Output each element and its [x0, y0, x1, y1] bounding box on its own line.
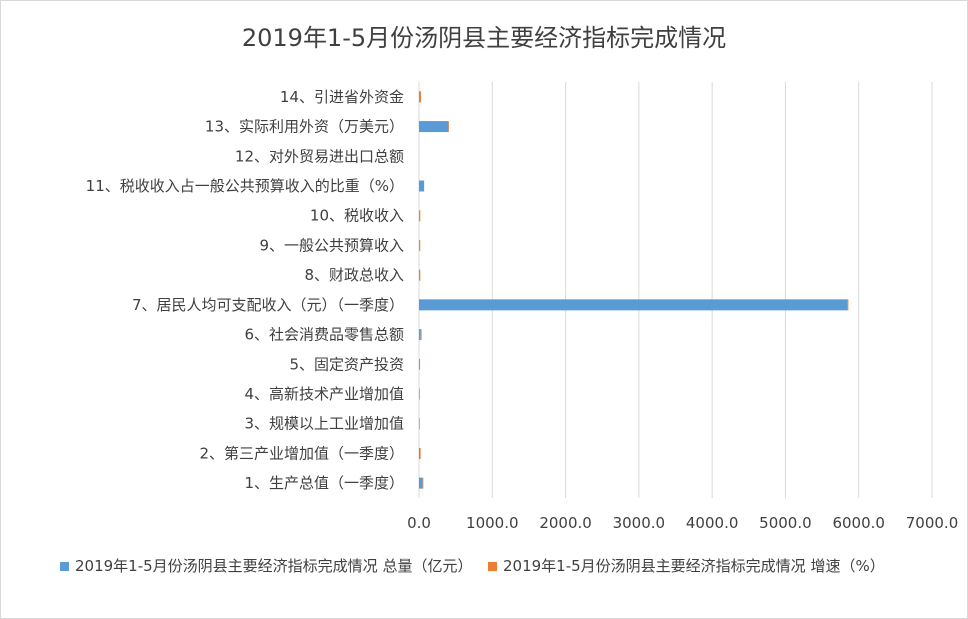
x-tick-label: 0.0: [407, 514, 431, 532]
bar-growth: [419, 358, 421, 370]
x-tick-label: 4000.0: [686, 514, 739, 532]
bar-total: [419, 447, 421, 459]
x-tick-label: 3000.0: [613, 514, 666, 532]
category-label: 4、高新技术产业增加值: [244, 385, 404, 403]
x-tick-label: 2000.0: [539, 514, 592, 532]
category-label: 8、财政总收入: [304, 266, 404, 284]
bar-growth: [420, 329, 422, 341]
category-label: 13、实际利用外资（万美元）: [205, 118, 404, 136]
chart-title: 2019年1-5月份汤阴县主要经济指标完成情况: [241, 24, 727, 52]
bar-growth: [448, 121, 449, 133]
legend-label-total: 2019年1-5月份汤阴县主要经济指标完成情况 总量（亿元）: [75, 557, 473, 575]
bar-total: [419, 299, 848, 311]
bar-total: [419, 329, 421, 341]
bar-total: [419, 180, 425, 192]
legend-item-total: 2019年1-5月份汤阴县主要经济指标完成情况 总量（亿元）: [60, 556, 473, 576]
grid-layer: [418, 82, 933, 498]
x-tick-label: 1000.0: [466, 514, 519, 532]
legend-label-growth: 2019年1-5月份汤阴县主要经济指标完成情况 增速（%）: [503, 557, 885, 575]
x-tick-label: 7000.0: [906, 514, 959, 532]
bar-layer: [419, 91, 849, 489]
category-label: 3、规模以上工业增加值: [244, 415, 404, 433]
category-label: 7、居民人均可支配收入（元）（一季度）: [132, 296, 404, 314]
x-tick-label: 5000.0: [759, 514, 812, 532]
bar-total: [419, 91, 420, 103]
bar-growth: [419, 210, 421, 222]
x-tick-label: 6000.0: [832, 514, 885, 532]
bar-growth: [419, 91, 421, 103]
category-label: 11、税收收入占一般公共预算收入的比重（%）: [86, 177, 404, 195]
bar-growth: [420, 447, 421, 459]
category-label: 12、对外贸易进出口总额: [235, 147, 404, 165]
category-label: 2、第三产业增加值（一季度）: [199, 444, 404, 462]
bar-growth: [847, 299, 849, 311]
category-labels: 1、生产总值（一季度） 2、第三产业增加值（一季度） 3、规模以上工业增加值 4、高新…: [86, 88, 404, 492]
category-label: 9、一般公共预算收入: [259, 236, 404, 254]
bar-growth: [419, 239, 421, 251]
bar-growth: [419, 388, 420, 400]
category-label: 1、生产总值（一季度）: [244, 474, 404, 492]
bar-growth: [422, 477, 424, 489]
bar-total: [419, 477, 423, 489]
legend-swatch-growth: [488, 562, 497, 571]
category-label: 10、税收收入: [310, 207, 404, 225]
bar-growth: [419, 269, 421, 281]
category-label: 14、引进省外资金: [280, 88, 404, 106]
category-label: 6、社会消费品零售总额: [244, 326, 404, 344]
bar-total: [419, 121, 449, 133]
legend-item-growth: 2019年1-5月份汤阴县主要经济指标完成情况 增速（%）: [488, 556, 928, 576]
tick-labels: 0.0 1000.0 2000.0 3000.0 4000.0 5000.0 6000.0 7…: [407, 514, 958, 532]
category-label: 5、固定资产投资: [289, 355, 404, 373]
legend-swatch-total: [60, 562, 69, 571]
bar-growth: [419, 418, 420, 430]
